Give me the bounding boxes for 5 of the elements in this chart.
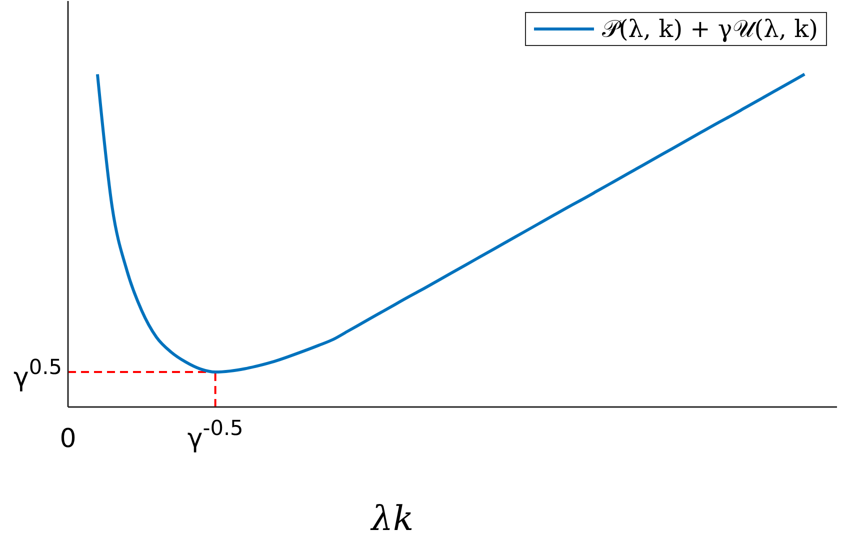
ref-line-label: γ$^{0.5}$	[14, 355, 62, 394]
x-tick-label: γ$^{-0.5}$	[187, 416, 244, 454]
x-axis-title: λk	[369, 499, 414, 539]
x-tick-label: 0	[60, 424, 76, 454]
legend-label: 𝒫(λ, k) + γ𝒰(λ, k)	[602, 15, 818, 43]
